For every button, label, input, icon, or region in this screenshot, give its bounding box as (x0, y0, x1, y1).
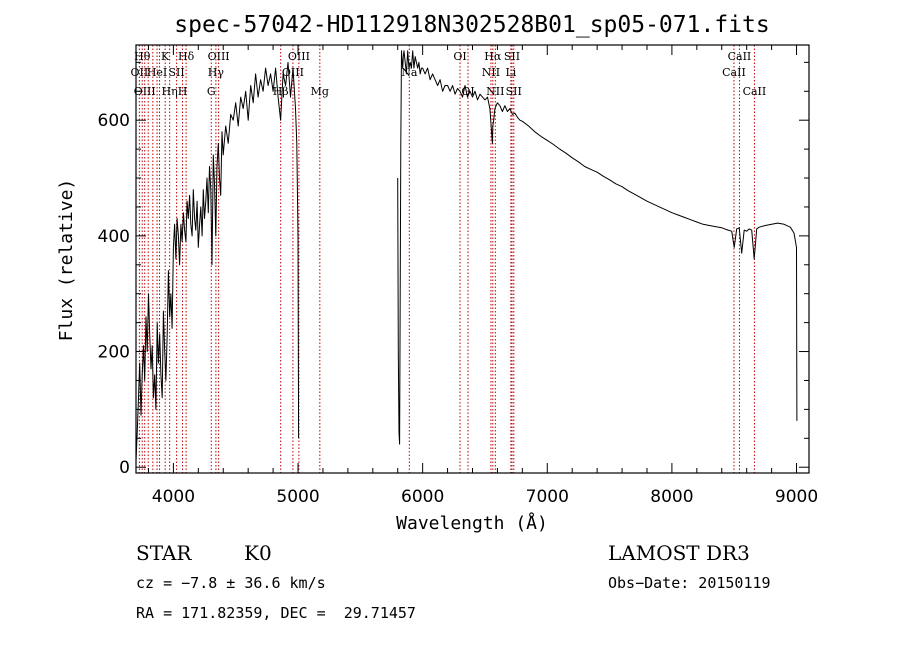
y-tick-label: 200 (98, 343, 130, 363)
y-tick-label: 600 (98, 111, 130, 131)
line-label: Li (505, 66, 516, 79)
line-label: Na (401, 66, 418, 79)
line-labels: OIIHθOIIIHeIKHηSIIHHδGHγOIIIHβOIIIOIIIMg… (131, 50, 767, 98)
line-label: SII (506, 85, 522, 98)
line-label: CaII (743, 85, 767, 98)
redshift-velocity: cz = −7.8 ± 36.6 km/s (136, 574, 326, 592)
x-tick-label: 6000 (401, 487, 444, 507)
line-label: Hθ (134, 50, 151, 63)
y-axis-title: Flux (relative) (56, 179, 77, 342)
line-label: Hγ (208, 66, 225, 79)
y-tick-label: 0 (119, 458, 130, 478)
line-label: OIII (208, 50, 230, 63)
line-markers (138, 45, 755, 473)
chart-title: spec-57042-HD112918N302528B01_sp05-071.f… (174, 12, 769, 38)
spectrum-line (397, 50, 798, 445)
x-tick-label: 4000 (152, 487, 195, 507)
line-label: NII (482, 66, 500, 79)
line-label: NII (486, 85, 504, 98)
y-tick-label: 400 (98, 227, 130, 247)
spectrum-series (135, 50, 798, 462)
line-label: Hα (484, 50, 502, 63)
line-label: Mg (311, 85, 329, 98)
plot-frame (135, 44, 810, 474)
line-label: Hδ (178, 50, 195, 63)
x-tick-label: 5000 (276, 487, 319, 507)
line-label: Hβ (273, 85, 289, 98)
line-label: SII (504, 50, 520, 63)
survey-name: LAMOST DR3 (608, 541, 750, 565)
observation-date: Obs−Date: 20150119 (608, 574, 771, 592)
line-label: H (178, 85, 188, 98)
subclass: K0 (244, 541, 272, 565)
line-label: K (161, 50, 170, 63)
x-tick-label: 9000 (775, 487, 818, 507)
line-label: Hη (162, 85, 178, 98)
line-label: CaII (728, 50, 752, 63)
x-axis-title: Wavelength (Å) (396, 512, 548, 534)
line-label: OIII (288, 50, 310, 63)
line-label: CaII (722, 66, 746, 79)
x-axis-ticks: 4000 5000 6000 7000 8000 9000 (147, 45, 818, 507)
line-label: G (207, 85, 216, 98)
spectrum-line (135, 61, 300, 462)
line-label: SII (169, 66, 185, 79)
object-class: STAR (136, 541, 192, 565)
line-label: OIII (134, 85, 156, 98)
x-tick-label: 8000 (650, 487, 693, 507)
line-label: OII (131, 66, 149, 79)
line-label: OI (453, 50, 466, 63)
x-tick-label: 7000 (526, 487, 569, 507)
y-axis-ticks: 0 200 400 600 (98, 61, 809, 478)
line-label: HeI (147, 66, 167, 79)
coordinates: RA = 171.82359, DEC = 29.71457 (136, 604, 416, 622)
